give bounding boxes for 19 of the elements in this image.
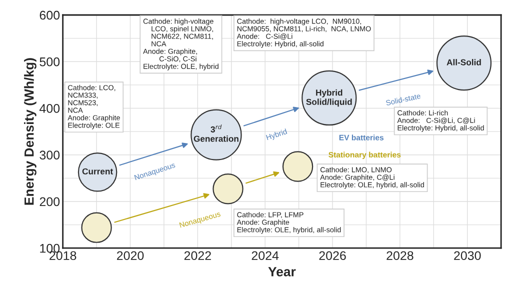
y-axis-title: Energy Density (Wh/kg) — [24, 58, 36, 205]
y-tick-label: 200 — [40, 197, 60, 206]
y-tick-label: 500 — [40, 57, 60, 66]
y-tick-label: 100 — [40, 244, 60, 253]
x-tick-label: 2026 — [319, 251, 346, 260]
annotation: Current — [82, 168, 113, 174]
x-tick-label: 2030 — [454, 251, 481, 260]
x-tick-label: 2022 — [184, 251, 211, 260]
x-tick-label: 2018 — [50, 251, 76, 260]
y-tick-label: 300 — [40, 150, 60, 160]
x-tick-label: 2020 — [116, 251, 144, 260]
y-tick-label: 400 — [39, 104, 60, 113]
x-axis-title: Year — [268, 267, 296, 276]
x-tick-label: 2028 — [386, 251, 414, 260]
annotation: Hybrid Solid/liquid — [306, 89, 352, 107]
annotation: 3$^{rd}$ Generation — [194, 124, 238, 142]
y-tick-label: 600 — [40, 10, 60, 20]
annotation: All-Solid — [446, 59, 481, 66]
x-tick-label: 2024 — [252, 251, 279, 260]
